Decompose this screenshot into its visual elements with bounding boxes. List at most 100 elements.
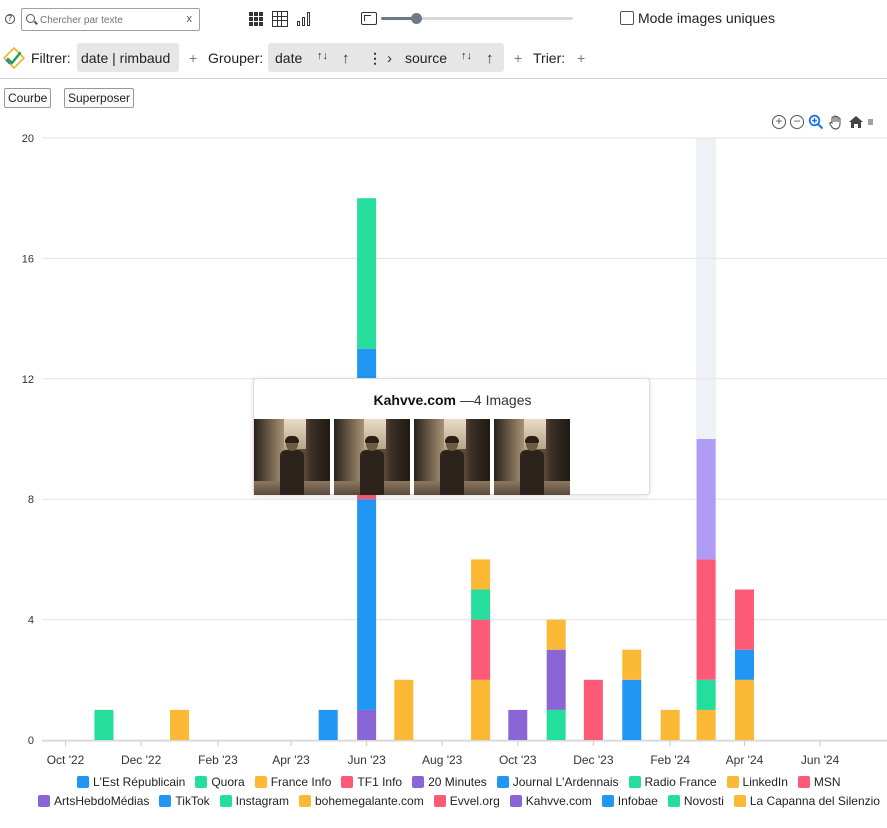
legend-item[interactable]: Evvel.org: [433, 794, 500, 808]
bar-segment: [170, 709, 190, 740]
bar-segment: [471, 679, 491, 740]
legend-item[interactable]: Infobae: [601, 794, 658, 808]
chart-menu-icon[interactable]: [868, 114, 876, 130]
add-group-button[interactable]: +: [514, 50, 523, 66]
legend-item[interactable]: ArtsHebdoMédias: [38, 794, 149, 808]
legend-label: MSN: [813, 775, 841, 789]
sort-ascending-icon[interactable]: ↑: [486, 50, 494, 67]
y-tick-label: 16: [22, 253, 34, 265]
tooltip-thumbnail[interactable]: [494, 419, 570, 495]
reset-zoom-home-icon[interactable]: [848, 114, 864, 130]
legend-swatch: [601, 795, 614, 807]
legend-item[interactable]: bohemegalante.com: [298, 794, 424, 808]
group-label: Grouper:: [208, 50, 264, 66]
chart-view-icon[interactable]: [296, 11, 312, 27]
x-tick-label: Dec '23: [573, 753, 614, 767]
legend-item[interactable]: TF1 Info: [341, 775, 402, 789]
legend-item[interactable]: Novosti: [667, 794, 724, 808]
legend-item[interactable]: France Info: [254, 775, 331, 789]
bar-segment: [660, 709, 680, 740]
curve-button[interactable]: Courbe: [4, 88, 52, 108]
slider-thumb[interactable]: [410, 13, 422, 24]
bar-segment: [696, 709, 716, 740]
more-options-icon[interactable]: ⋮: [368, 50, 382, 66]
bar-segment: [696, 679, 716, 710]
legend-item[interactable]: Quora: [195, 775, 245, 789]
filter-label: Filtrer:: [31, 50, 71, 66]
tooltip-thumbnail[interactable]: [254, 419, 330, 495]
bar-segment: [357, 499, 377, 710]
x-tick-label: Dec '22: [121, 753, 162, 767]
legend-swatch: [496, 776, 509, 788]
x-tick-label: Apr '24: [726, 753, 764, 767]
legend-label: Kahvve.com: [525, 794, 592, 808]
legend-item[interactable]: MSN: [797, 775, 841, 789]
add-filter-button[interactable]: +: [189, 50, 198, 66]
sort-toggle-icon[interactable]: ↑↓: [317, 50, 328, 62]
top-toolbar: ? x Mode images uniques: [0, 0, 887, 38]
slider-track[interactable]: [381, 13, 573, 24]
x-tick-label: Aug '23: [422, 753, 463, 767]
clear-search-icon[interactable]: x: [186, 13, 193, 25]
legend-item[interactable]: Radio France: [628, 775, 717, 789]
legend-item[interactable]: La Capanna del Silenzio: [733, 794, 880, 808]
legend-swatch: [509, 795, 522, 807]
group-field-date[interactable]: date: [275, 50, 303, 66]
add-sort-button[interactable]: +: [577, 50, 586, 66]
legend-item[interactable]: Kahvve.com: [509, 794, 592, 808]
unique-images-toggle[interactable]: Mode images uniques: [620, 10, 775, 26]
bar-segment: [583, 679, 603, 740]
grid-view-icon[interactable]: [248, 11, 264, 27]
legend-item[interactable]: Journal L'Ardennais: [496, 775, 619, 789]
sort-toggle-icon[interactable]: ↑↓: [461, 50, 472, 62]
image-size-icon: [361, 12, 377, 25]
help-icon[interactable]: ?: [5, 14, 15, 24]
bar-segment: [94, 709, 114, 740]
chevron-right-icon: ›: [387, 50, 392, 67]
selection-zoom-icon[interactable]: [808, 114, 824, 130]
legend-swatch: [77, 776, 89, 788]
bar-segment: [318, 709, 338, 740]
legend-item[interactable]: LinkedIn: [726, 775, 788, 789]
bar-segment: [471, 559, 491, 590]
legend-swatch: [298, 795, 311, 807]
bar-segment: [546, 709, 566, 740]
legend-label: Radio France: [644, 775, 717, 789]
chart-legend: L'Est Républicain Quora France Info TF1 Inf…: [0, 772, 887, 822]
bar-segment: [357, 348, 377, 379]
tooltip-title: Kahvve.com —4 Images: [254, 392, 651, 408]
legend-item[interactable]: L'Est Républicain: [77, 775, 185, 789]
legend-item[interactable]: Instagram: [219, 794, 289, 808]
y-tick-label: 12: [22, 374, 34, 386]
bar-segment: [696, 559, 716, 680]
filter-group-bar: Filtrer: date | rimbaud + Grouper: date …: [0, 42, 887, 74]
filter-chip[interactable]: date | rimbaud: [77, 43, 179, 72]
bar-segment: [471, 589, 491, 620]
legend-label: Infobae: [617, 794, 658, 808]
tooltip-count: —4 Images: [459, 392, 532, 408]
group-field-source[interactable]: source: [405, 50, 448, 66]
legend-label: bohemegalante.com: [314, 794, 424, 808]
table-view-icon[interactable]: [272, 11, 288, 27]
overlay-button[interactable]: Superposer: [64, 88, 135, 108]
image-size-slider[interactable]: [361, 12, 581, 26]
legend-swatch: [195, 776, 208, 788]
sort-ascending-icon[interactable]: ↑: [342, 50, 350, 67]
slider-fill: [381, 17, 416, 20]
y-tick-label: 20: [22, 133, 34, 145]
legend-item[interactable]: 20 Minutes: [412, 775, 487, 789]
legend-item[interactable]: TikTok: [159, 794, 210, 808]
pan-hand-icon[interactable]: [828, 114, 844, 130]
app-logo-icon: [3, 47, 25, 69]
unique-images-checkbox[interactable]: [620, 11, 634, 25]
tooltip-thumbnail[interactable]: [334, 419, 410, 495]
tooltip-thumbnail[interactable]: [414, 419, 490, 495]
bar-segment: [546, 619, 566, 650]
x-tick-label: Apr '23: [272, 753, 310, 767]
zoom-in-icon[interactable]: +: [772, 115, 786, 129]
search-box: x: [21, 8, 200, 31]
zoom-out-icon[interactable]: −: [790, 115, 804, 129]
search-input[interactable]: [40, 12, 190, 28]
x-tick-label: Oct '23: [499, 753, 537, 767]
legend-swatch: [38, 795, 50, 807]
